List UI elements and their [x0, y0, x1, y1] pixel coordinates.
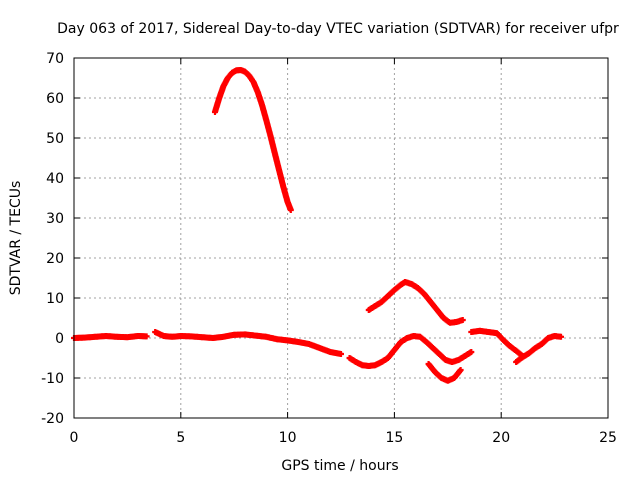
- series-arc-5: [365, 279, 466, 326]
- y-tick-label: 40: [46, 171, 64, 187]
- y-tick-label: 50: [46, 131, 64, 147]
- y-tick-label: 20: [46, 251, 64, 267]
- y-tick-label: 0: [55, 331, 64, 347]
- chart-title: Day 063 of 2017, Sidereal Day-to-day VTE…: [57, 21, 619, 37]
- x-tick-label: 0: [70, 430, 79, 446]
- x-tick-label: 25: [599, 430, 617, 446]
- y-tick-label: -10: [41, 371, 64, 387]
- series-arc-3: [211, 67, 294, 213]
- plot-frame: [73, 57, 609, 419]
- y-tick-label: 70: [46, 51, 64, 67]
- grid: [74, 58, 608, 418]
- y-tick-label: 30: [46, 211, 64, 227]
- series-arc-1: [71, 333, 150, 341]
- data-point: [287, 207, 294, 213]
- x-tick-label: 20: [492, 430, 510, 446]
- data-point: [457, 367, 464, 373]
- series-arc-7: [468, 327, 526, 359]
- y-tick-label: 60: [46, 91, 64, 107]
- series-arc-2: [152, 329, 344, 357]
- data-point: [143, 333, 150, 340]
- y-axis-label: SDTVAR / TECUs: [8, 181, 24, 296]
- data-point: [468, 349, 475, 355]
- y-tick-label: 10: [46, 291, 64, 307]
- data-series: [71, 67, 565, 384]
- series-arc-4: [346, 333, 475, 369]
- data-point: [338, 351, 344, 357]
- x-tick-label: 10: [279, 430, 297, 446]
- x-tick-label: 5: [176, 430, 185, 446]
- series-arc-6: [425, 361, 464, 384]
- y-tick-label: -20: [41, 411, 64, 427]
- axis-ticks: 0 5 10 15 20 25 -20 -10 0 10 20 30 40 50 60 70: [41, 51, 617, 446]
- x-axis-label: GPS time / hours: [281, 458, 398, 474]
- series-arc-8: [513, 333, 565, 365]
- x-tick-label: 15: [385, 430, 403, 446]
- data-point: [459, 317, 466, 323]
- data-point: [558, 333, 565, 340]
